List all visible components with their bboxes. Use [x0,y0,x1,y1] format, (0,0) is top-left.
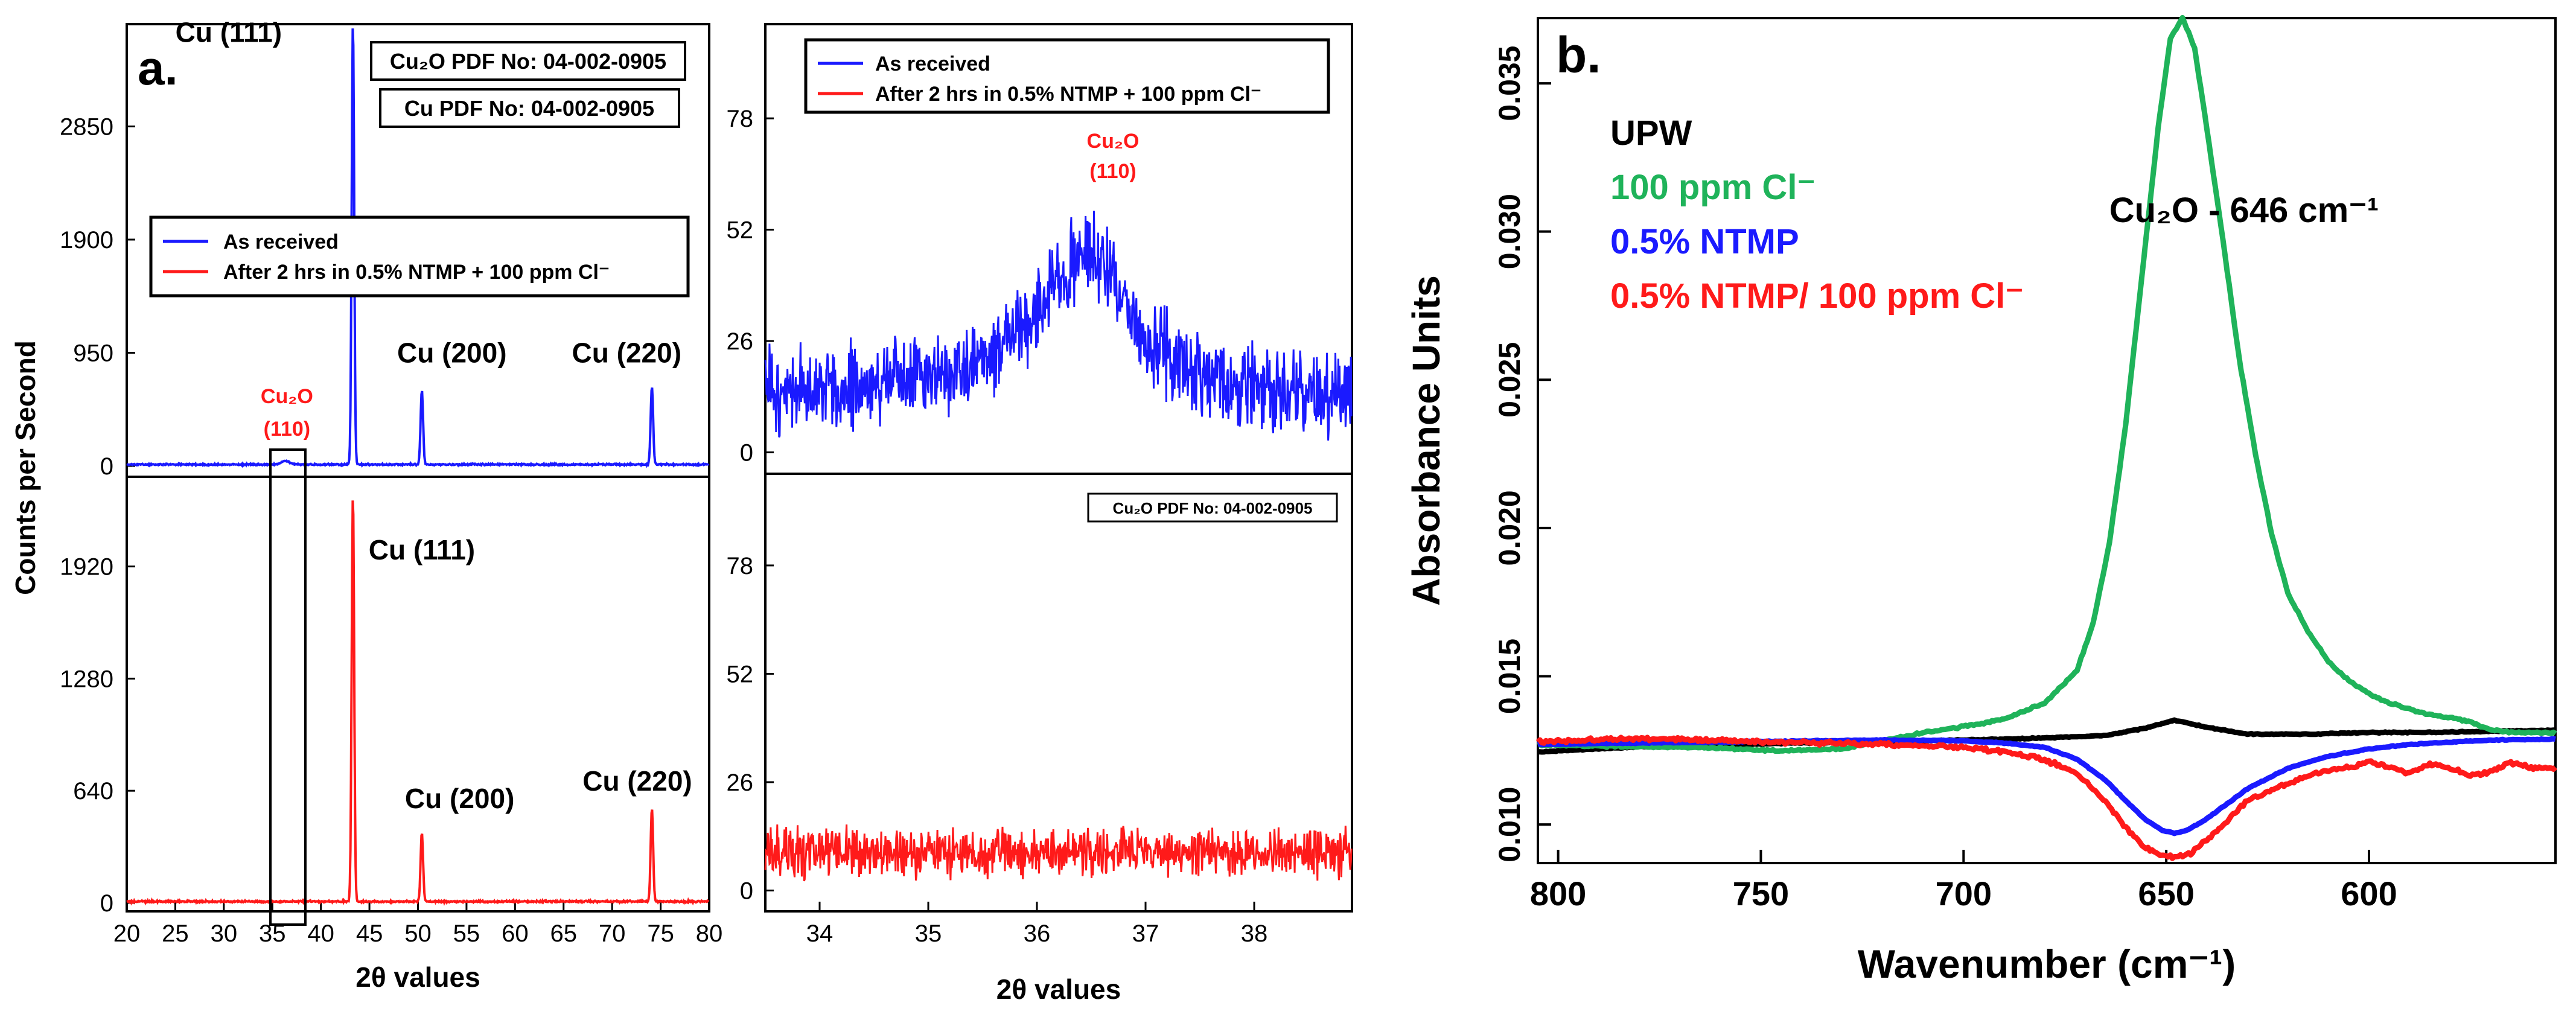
panel-a-zoom-frame [764,23,1353,913]
y-tick-label: 0.010 [1493,787,1526,862]
reference-text-cu2o: Cu₂O PDF No: 04-002-0905 [1113,499,1313,517]
y-axis-label: Absorbance Units [1404,275,1448,606]
x-tick-label: 600 [2341,875,2397,913]
y-tick-label: 0 [740,878,753,904]
peak-label-cu111: Cu (111) [176,16,282,48]
y-tick-label: 950 [73,340,113,367]
y-tick-label: 0.020 [1493,490,1526,566]
series-after-2hrs-zoom-line [764,824,1353,882]
y-tick-label: 52 [727,661,754,687]
reference-text-cu: Cu PDF No: 04-002-0905 [404,96,654,121]
series-as-received-zoom-line [764,211,1353,441]
legend-label-after-2hrs: After 2 hrs in 0.5% NTMP + 100 ppm Cl⁻ [223,261,610,284]
y-tick-label: 640 [73,778,113,805]
y-axis-label: Counts per Second [10,340,41,595]
peak-label-cu2o: Cu₂O [1087,130,1140,153]
x-tick-label: 37 [1132,920,1159,947]
x-tick-label: 45 [356,920,383,947]
y-tick-label: 0 [740,440,753,467]
x-tick-label: 20 [113,920,141,947]
y-tick-label: 78 [727,553,754,579]
x-tick-label: 800 [1530,875,1586,913]
reference-box-cu2o [370,41,686,81]
peak-label-cu2o: Cu₂O [261,385,313,408]
panel-label-b: b. [1556,27,1601,83]
panel-a-zoom: 0 26 52 78 0 26 52 78 34 35 36 37 38 2θ values Cu₂O (11… [727,23,1353,1005]
x-tick-label: 25 [162,920,189,947]
peak-annotation-cu2o: Cu₂O - 646 cm⁻¹ [2109,191,2379,230]
reference-box-cu2o [1087,492,1338,523]
series-after-2hrs-line [126,500,710,907]
peak-label-cu220: Cu (220) [572,337,681,368]
x-axis-label: 2θ values [355,961,480,993]
x-tick-label: 650 [2138,875,2194,913]
series-ntmp-line [1537,736,2557,836]
series-upw-line [1537,717,2557,755]
x-tick-label: 80 [696,920,723,947]
peak-label-cu2o-index: (110) [264,418,311,441]
x-tick-label: 36 [1024,920,1051,947]
y-tick-label: 0 [100,453,113,480]
y-tick-label: 26 [727,770,754,796]
reference-text-cu2o: Cu₂O PDF No: 04-002-0905 [390,49,666,74]
panel-b-ftir: 800 750 700 650 600 0.010 0.015 0.020 0.025 0.030… [1404,14,2558,986]
x-tick-label: 70 [599,920,626,947]
x-tick-label: 55 [453,920,480,947]
legend-label-as-received: As received [223,231,339,253]
y-tick-label: 0.030 [1493,194,1526,269]
legend-label-100ppm-cl: 100 ppm Cl⁻ [1610,168,1816,207]
cu2o-region-box [269,448,307,926]
x-tick-label: 750 [1733,875,1789,913]
legend-label-ntmp-cl: 0.5% NTMP/ 100 ppm Cl⁻ [1610,276,2024,316]
x-tick-label: 75 [647,920,674,947]
panel-label-a: a. [138,41,178,95]
x-tick-label: 40 [307,920,334,947]
reference-box-cu [379,88,680,128]
y-tick-label: 1280 [60,666,113,692]
y-tick-label: 52 [727,217,754,244]
x-tick-label: 38 [1241,920,1268,947]
peak-label-cu220: Cu (220) [582,765,692,797]
y-tick-label: 0.035 [1493,46,1526,121]
x-tick-label: 34 [806,920,834,947]
peak-label-cu200: Cu (200) [405,783,514,814]
series-as-received-line [126,28,710,468]
x-axis-label: Wavenumber (cm⁻¹) [1858,942,2236,986]
x-tick-label: 50 [404,920,432,947]
x-tick-label: 35 [915,920,942,947]
y-tick-label: 2850 [60,114,113,141]
x-tick-label: 65 [550,920,578,947]
y-tick-label: 1920 [60,554,113,581]
y-tick-label: 0.015 [1493,639,1526,714]
y-tick-label: 78 [727,106,754,132]
x-tick-label: 30 [211,920,238,947]
panel-b-frame [1537,17,2557,864]
legend-box [804,38,1330,114]
series-100ppm-cl-line [1537,14,2557,754]
y-tick-label: 0 [100,890,113,917]
peak-label-cu200: Cu (200) [397,337,506,368]
x-tick-label: 700 [1936,875,1992,913]
peak-label-cu111: Cu (111) [369,534,475,566]
series-ntmp-cl-line [1535,734,2558,861]
x-tick-label: 60 [502,920,529,947]
y-tick-label: 1900 [60,227,113,253]
legend-label-after-2hrs: After 2 hrs in 0.5% NTMP + 100 ppm Cl⁻ [875,83,1261,106]
peak-label-cu2o-index: (110) [1089,160,1137,183]
legend-label-ntmp: 0.5% NTMP [1610,222,1799,261]
y-tick-label: 26 [727,328,754,355]
y-tick-label: 0.025 [1493,342,1526,418]
legend-box [149,215,690,298]
legend-label-upw: UPW [1610,113,1692,153]
x-axis-label: 2θ values [996,973,1121,1005]
legend-label-as-received: As received [875,53,990,75]
